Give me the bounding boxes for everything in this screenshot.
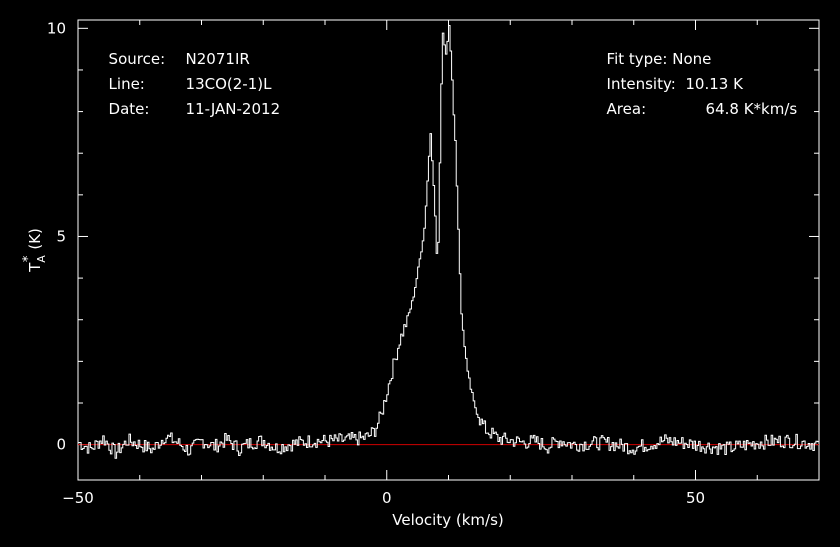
line-row: Line: 13CO(2-1)L [99, 62, 272, 93]
x-tick-label: 0 [382, 489, 392, 507]
intensity-row: Intensity: 10.13 K [597, 62, 743, 92]
source-label: Source: [108, 50, 166, 68]
area-value: 64.8 K*km/s [705, 100, 798, 118]
y-axis-label-sup: * [21, 255, 36, 262]
intensity-label: Intensity: [606, 75, 676, 93]
date-label: Date: [108, 100, 150, 118]
fit-type-row: Fit type: None [597, 37, 712, 68]
svg-text:TA*(K): TA* (K) [21, 228, 48, 273]
y-axis-label-unit: (K) [26, 228, 44, 250]
line-value: 13CO(2-1)L [185, 75, 272, 93]
x-tick-label: −50 [62, 489, 94, 507]
tick-labels: −50 0 50 0 5 10 [47, 19, 705, 507]
x-tick-label: 50 [686, 489, 705, 507]
intensity-value: 10.13 K [685, 75, 743, 93]
date-row: Date: 11-JAN-2012 [99, 87, 281, 118]
source-row: Source: N2071IR [99, 37, 250, 67]
area-label: Area: [606, 100, 647, 118]
line-label: Line: [108, 75, 145, 93]
y-axis-label-sub: A [35, 255, 48, 263]
x-axis-label: Velocity (km/s) [392, 511, 503, 529]
y-tick-label: 5 [56, 227, 66, 245]
y-axis-label-main: T [26, 262, 44, 273]
fit-type-value: None [672, 50, 712, 68]
spectrum-line [78, 25, 820, 459]
source-value: N2071IR [185, 50, 250, 68]
area-row: Area: 64.8 K*km/s [597, 87, 798, 118]
fit-type-label: Fit type: [606, 50, 668, 68]
date-value: 11-JAN-2012 [185, 100, 281, 118]
y-tick-label: 0 [56, 436, 66, 454]
y-tick-label: 10 [47, 19, 66, 37]
y-axis-label: TA* (K) [21, 228, 48, 273]
